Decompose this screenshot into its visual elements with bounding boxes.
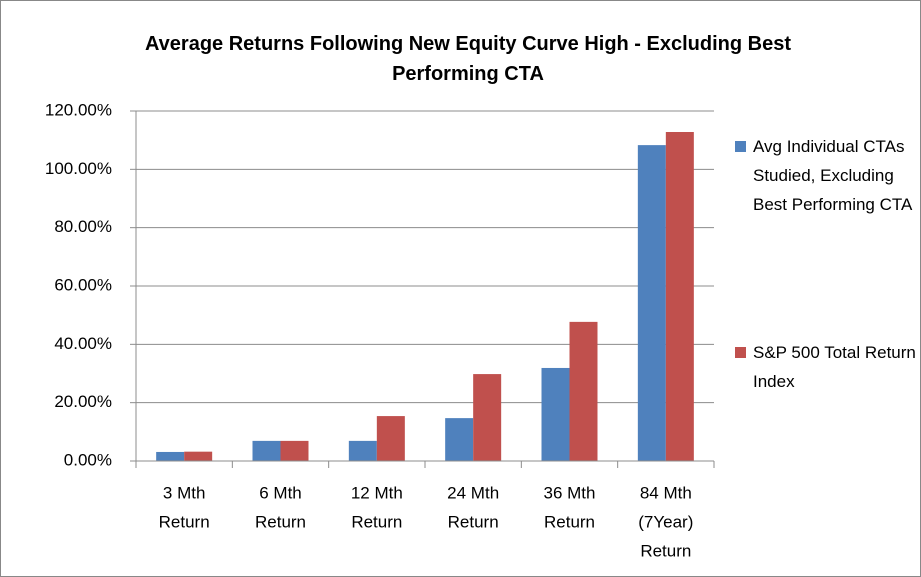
x-tick-label: 84 Mth — [640, 483, 692, 502]
bar — [252, 440, 281, 461]
bar — [569, 321, 598, 461]
chart-title: Average Returns Following New Equity Cur… — [144, 33, 791, 85]
bar — [348, 440, 377, 461]
y-tick-label: 80.00% — [54, 217, 112, 236]
bar — [156, 451, 185, 461]
bar — [280, 440, 309, 461]
legend-label: Avg Individual CTAs Studied, Excluding B… — [753, 137, 913, 214]
legend-label: S&P 500 Total Return Index — [753, 343, 916, 391]
x-tick-label: Return — [159, 512, 210, 531]
bar — [637, 145, 666, 461]
x-tick-label: Return — [640, 541, 691, 560]
bar — [184, 451, 213, 461]
x-tick-label: 6 Mth — [259, 483, 302, 502]
legend-swatch — [735, 141, 746, 152]
bar — [665, 132, 694, 461]
x-tick-label: 3 Mth — [163, 483, 206, 502]
x-tick-label: Return — [351, 512, 402, 531]
x-tick-label: (7Year) — [638, 512, 693, 531]
y-tick-label: 120.00% — [45, 100, 112, 119]
y-tick-label: 60.00% — [54, 275, 112, 294]
x-tick-label: 12 Mth — [351, 483, 403, 502]
bar — [541, 367, 570, 461]
y-tick-label: 20.00% — [54, 392, 112, 411]
x-tick-label: 24 Mth — [447, 483, 499, 502]
x-tick-label: Return — [544, 512, 595, 531]
x-tick-label: 36 Mth — [544, 483, 596, 502]
y-tick-label: 40.00% — [54, 334, 112, 353]
y-tick-label: 0.00% — [64, 450, 112, 469]
legend-swatch — [735, 347, 746, 358]
x-tick-label: Return — [255, 512, 306, 531]
x-tick-label: Return — [448, 512, 499, 531]
bar — [473, 374, 502, 461]
bar — [376, 416, 405, 461]
y-tick-label: 100.00% — [45, 159, 112, 178]
bar — [445, 418, 474, 461]
